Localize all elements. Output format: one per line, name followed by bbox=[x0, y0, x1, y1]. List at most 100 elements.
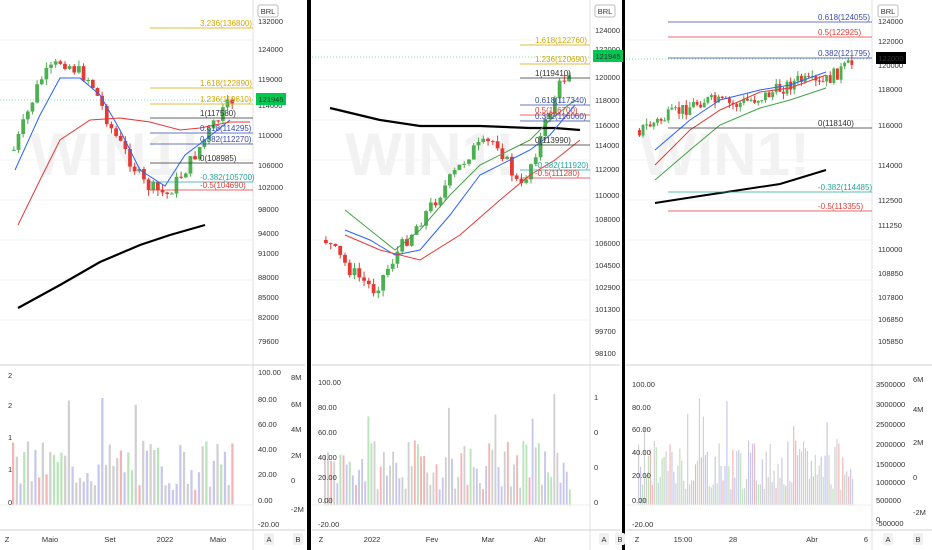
candle bbox=[717, 96, 721, 103]
volume-bar bbox=[689, 484, 691, 505]
fib-level-label: 0.618(124055) bbox=[818, 13, 870, 22]
osc-tick-left: 0 bbox=[8, 498, 12, 507]
volume-bar bbox=[379, 466, 382, 505]
volume-bar bbox=[525, 444, 528, 505]
scale-toggle-label: Z bbox=[319, 535, 324, 544]
volume-bar bbox=[358, 469, 360, 505]
volume-bar bbox=[160, 466, 163, 505]
volume-bar bbox=[410, 466, 413, 505]
fib-level-label: 1.236(120690) bbox=[535, 55, 587, 64]
volume-bar bbox=[26, 441, 30, 505]
candle bbox=[681, 105, 685, 114]
volume-bar bbox=[351, 475, 354, 505]
candle bbox=[72, 66, 77, 73]
scale-toggle-button[interactable] bbox=[883, 533, 893, 545]
volume-bar bbox=[822, 476, 824, 505]
fib-level-label: 3.236(136800) bbox=[200, 19, 252, 28]
volume-bar bbox=[720, 466, 722, 505]
price-tick-label: 85000 bbox=[258, 293, 279, 302]
scale-toggle-label: Z bbox=[635, 535, 640, 544]
volume-bar bbox=[370, 443, 373, 505]
scale-toggle-button[interactable] bbox=[599, 533, 609, 545]
volume-bar bbox=[698, 398, 701, 505]
currency-badge[interactable] bbox=[877, 4, 899, 18]
scale-toggle-button[interactable] bbox=[264, 533, 274, 545]
candle bbox=[746, 98, 749, 101]
candle bbox=[771, 92, 775, 98]
volume-bar bbox=[361, 458, 364, 505]
scale-toggle-button[interactable] bbox=[615, 533, 625, 545]
vol-tick-label: 0 bbox=[913, 473, 917, 482]
fib-level-label: 1.618(122760) bbox=[535, 36, 587, 45]
volume-bar bbox=[216, 443, 219, 505]
volume-bar bbox=[826, 422, 828, 505]
candle bbox=[538, 136, 543, 158]
volume-bar bbox=[781, 458, 783, 505]
volume-bar bbox=[149, 444, 152, 505]
volume-bar bbox=[67, 400, 70, 505]
volume-bar bbox=[696, 460, 699, 505]
price-tick-label: 118000 bbox=[878, 85, 902, 94]
osc-tick-label: 60.00 bbox=[632, 425, 651, 434]
volume-bar bbox=[691, 480, 693, 505]
volume-bar bbox=[231, 443, 234, 505]
scale-toggle-button[interactable] bbox=[316, 533, 326, 545]
osc-tick-label: 0.00 bbox=[632, 496, 647, 505]
osc-tick-label: -20.00 bbox=[318, 520, 339, 529]
candle bbox=[713, 95, 717, 103]
price-tick-label: 116000 bbox=[878, 121, 902, 130]
volume-bar bbox=[389, 465, 391, 505]
last-price-tag bbox=[593, 50, 623, 62]
candle bbox=[381, 275, 386, 291]
osc-tick-label: 20.00 bbox=[258, 470, 277, 479]
volume-bar bbox=[840, 489, 842, 505]
candle bbox=[832, 68, 836, 83]
panel-separator bbox=[307, 0, 311, 550]
volume-bar bbox=[730, 489, 732, 505]
candle bbox=[160, 190, 165, 193]
fib-level-label: 0.618(117340) bbox=[535, 96, 587, 105]
volume-bar bbox=[227, 485, 230, 505]
fib-level-label: 0.5(122925) bbox=[818, 28, 861, 37]
volume-bar bbox=[519, 487, 522, 505]
vol-tick-label: 6M bbox=[291, 400, 301, 409]
scale-toggle-button[interactable] bbox=[913, 533, 923, 545]
scale-toggle-button[interactable] bbox=[632, 533, 642, 545]
volume-bar bbox=[846, 471, 848, 505]
candle bbox=[207, 128, 211, 140]
fib-level-label: 1(119410) bbox=[535, 69, 571, 78]
volume-bar bbox=[175, 484, 178, 505]
volume-bar bbox=[659, 476, 661, 505]
price-tick-label: 101300 bbox=[595, 305, 620, 314]
volume-bar bbox=[643, 427, 646, 505]
volume-bar bbox=[156, 447, 160, 505]
volume-bar bbox=[534, 447, 537, 505]
volume-bar bbox=[417, 444, 419, 505]
volume-bar bbox=[848, 476, 850, 505]
volume-bar bbox=[336, 482, 339, 505]
volume-bar bbox=[491, 449, 494, 505]
volume-bar bbox=[475, 468, 478, 505]
osc-tick-left: 1 bbox=[8, 465, 12, 474]
candle bbox=[179, 176, 183, 178]
volume-bar bbox=[108, 444, 111, 505]
volume-bar bbox=[413, 440, 416, 505]
volume-bar bbox=[562, 462, 565, 505]
volume-bar bbox=[712, 484, 714, 505]
candle bbox=[104, 105, 109, 125]
fib-level-label: 0.382(121795) bbox=[818, 49, 870, 58]
candle bbox=[641, 124, 645, 136]
currency-badge[interactable] bbox=[257, 4, 279, 18]
scale-toggle-button[interactable] bbox=[293, 533, 303, 545]
volume-bar bbox=[392, 451, 395, 505]
volume-bar bbox=[123, 472, 126, 505]
volume-bar bbox=[797, 455, 799, 505]
volume-bar bbox=[736, 451, 738, 505]
currency-badge[interactable] bbox=[594, 4, 616, 18]
scale-toggle-label: A bbox=[266, 535, 271, 544]
volume-bar bbox=[669, 444, 671, 505]
volume-bar bbox=[49, 451, 52, 505]
scale-toggle-button[interactable] bbox=[2, 533, 12, 545]
candle bbox=[197, 147, 202, 160]
volume-bar bbox=[655, 447, 657, 505]
